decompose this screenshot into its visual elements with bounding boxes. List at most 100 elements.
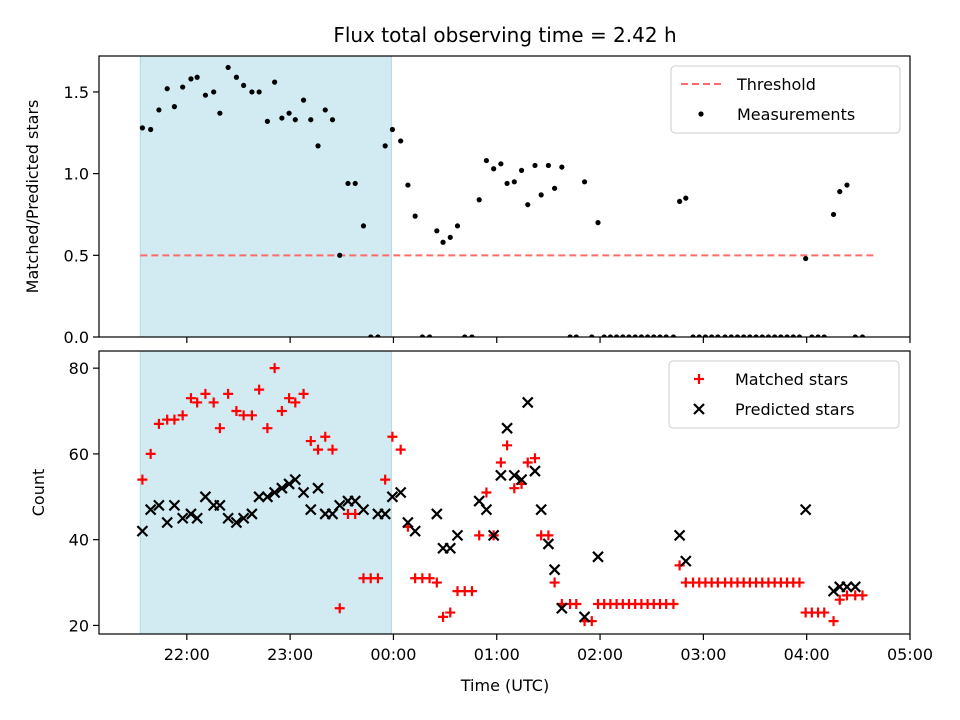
- predicted-point: [515, 473, 528, 486]
- measurement-point: [315, 143, 321, 149]
- x-tick-label: 22:00: [164, 645, 210, 664]
- predicted-point: [246, 508, 258, 520]
- measurement-point: [595, 220, 601, 226]
- legend-label: Matched stars: [735, 370, 848, 389]
- predicted-point: [535, 503, 547, 516]
- x-tick-label: 00:00: [370, 645, 416, 664]
- predicted-point: [333, 499, 346, 512]
- measurement-point: [322, 107, 328, 113]
- measurement-point: [469, 334, 475, 337]
- measurement-point: [233, 74, 240, 80]
- predicted-point: [305, 503, 317, 516]
- x-tick-label: 04:00: [784, 645, 830, 664]
- predicted-point: [222, 512, 234, 525]
- predicted-point: [268, 486, 281, 499]
- legend-swatch: [693, 403, 705, 415]
- measurement-point: [419, 334, 425, 337]
- predicted-point: [841, 581, 853, 593]
- predicted-point: [521, 396, 534, 409]
- measurement-point: [663, 334, 669, 337]
- measurement-point: [188, 76, 194, 82]
- y-tick-label: 80: [69, 359, 89, 378]
- measurement-point: [156, 107, 162, 113]
- measurement-point: [613, 334, 620, 337]
- measurement-point: [504, 180, 510, 187]
- measurement-point: [747, 334, 753, 337]
- matched-point: [424, 573, 435, 584]
- measurement-point: [690, 334, 696, 337]
- matched-point: [395, 444, 406, 455]
- measurement-point: [601, 334, 607, 337]
- measurement-point: [837, 188, 843, 195]
- legend-swatch: [698, 111, 704, 117]
- measurement-point: [759, 334, 765, 337]
- measurement-point: [389, 126, 396, 133]
- matched-point: [177, 410, 188, 421]
- measurement-point: [405, 182, 411, 188]
- measurement-point: [734, 334, 741, 337]
- measurement-point: [440, 239, 446, 245]
- measurement-point: [279, 115, 285, 121]
- matched-point: [192, 397, 203, 408]
- predicted-point: [431, 508, 443, 520]
- measurement-point: [337, 252, 343, 258]
- predicted-point: [451, 529, 464, 542]
- predicted-point: [349, 495, 361, 507]
- measurement-point: [426, 334, 433, 337]
- measurement-point: [345, 180, 351, 187]
- measurement-point: [538, 192, 544, 198]
- matched-point: [431, 577, 442, 588]
- matched-point: [445, 607, 456, 618]
- predicted-point: [230, 516, 243, 529]
- measurement-point: [709, 334, 715, 337]
- measurement-point: [217, 110, 223, 116]
- predicted-point: [578, 611, 591, 623]
- predicted-point: [191, 512, 203, 525]
- ratio-panel: 0.0 0.5 1.0 1.5 Matched/Predicted stars Thres…: [23, 55, 911, 347]
- predicted-point: [680, 555, 692, 567]
- legend-box: [668, 360, 900, 429]
- y-tick-label: 0.5: [64, 246, 89, 265]
- measurement-point: [753, 334, 759, 337]
- measurement-point: [462, 334, 468, 337]
- measurement-point: [511, 179, 517, 185]
- predicted-point: [168, 499, 181, 512]
- measurement-point: [483, 157, 490, 164]
- matched-point: [502, 440, 513, 451]
- predicted-point: [199, 491, 212, 503]
- measurement-point: [286, 110, 292, 116]
- measurement-point: [821, 334, 827, 337]
- matched-point: [327, 444, 338, 455]
- measurement-point: [670, 334, 677, 337]
- predicted-point: [394, 486, 407, 499]
- legend-label: Predicted stars: [735, 400, 855, 419]
- predicted-point: [548, 563, 561, 576]
- predicted-point: [297, 486, 310, 499]
- x-axis-label: Time (UTC): [460, 676, 549, 695]
- matched-point: [254, 384, 265, 395]
- measurement-point: [476, 197, 482, 203]
- measurement-point: [225, 64, 231, 71]
- predicted-point: [214, 499, 226, 512]
- measurement-point: [447, 234, 453, 240]
- matched-point: [313, 444, 324, 455]
- measurement-point: [765, 334, 772, 337]
- matched-point: [231, 406, 242, 417]
- predicted-point: [176, 512, 189, 525]
- matched-point: [145, 448, 156, 459]
- measurement-point: [809, 334, 815, 337]
- measurement-point: [573, 334, 579, 337]
- measurement-point: [552, 185, 558, 191]
- legend-swatch: [694, 374, 704, 384]
- predicted-point: [289, 473, 302, 486]
- measurement-point: [434, 228, 440, 234]
- measurement-point: [211, 89, 217, 95]
- matched-point: [481, 487, 492, 498]
- matched-point: [387, 431, 398, 442]
- measurement-point: [657, 334, 663, 337]
- predicted-point: [508, 469, 521, 482]
- measurement-point: [772, 334, 778, 337]
- predicted-point: [799, 503, 812, 516]
- measurement-point: [532, 162, 538, 169]
